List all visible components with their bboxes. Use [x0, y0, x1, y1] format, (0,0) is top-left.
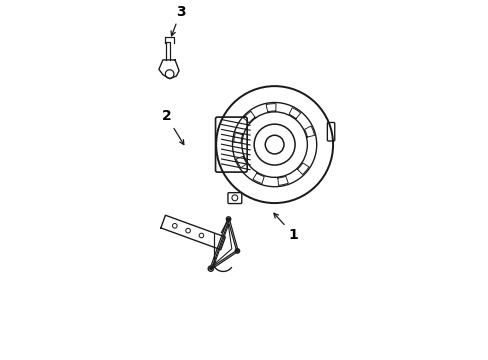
Text: 2: 2 — [162, 109, 183, 145]
Text: 3: 3 — [171, 5, 185, 36]
Text: 1: 1 — [273, 213, 298, 242]
